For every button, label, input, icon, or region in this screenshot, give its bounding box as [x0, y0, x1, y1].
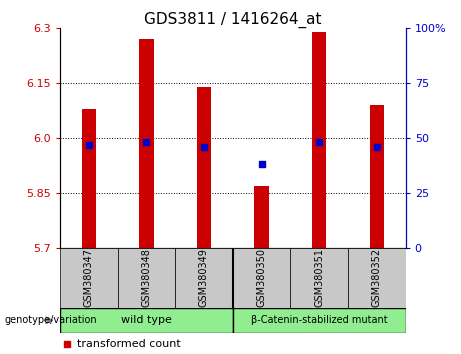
Text: genotype/variation: genotype/variation: [5, 315, 97, 325]
Text: GSM380348: GSM380348: [142, 249, 151, 307]
Bar: [197, 87, 211, 248]
Bar: [60, 248, 118, 308]
Bar: [139, 39, 154, 248]
Text: β-Catenin-stabilized mutant: β-Catenin-stabilized mutant: [251, 315, 388, 325]
Bar: [312, 32, 326, 248]
Bar: [175, 248, 233, 308]
Title: GDS3811 / 1416264_at: GDS3811 / 1416264_at: [144, 12, 322, 28]
Text: GSM380352: GSM380352: [372, 248, 382, 308]
Bar: [233, 308, 406, 333]
Bar: [60, 308, 233, 333]
Text: GSM380349: GSM380349: [199, 249, 209, 307]
Text: transformed count: transformed count: [77, 339, 181, 349]
Bar: [233, 248, 290, 308]
Bar: [82, 109, 96, 248]
Text: GSM380347: GSM380347: [84, 249, 94, 307]
Text: GSM380350: GSM380350: [257, 249, 266, 307]
Text: GSM380351: GSM380351: [314, 249, 324, 307]
Bar: [348, 248, 406, 308]
Text: wild type: wild type: [121, 315, 172, 325]
Bar: [370, 105, 384, 248]
Bar: [118, 248, 175, 308]
Bar: [254, 185, 269, 248]
Bar: [290, 248, 348, 308]
